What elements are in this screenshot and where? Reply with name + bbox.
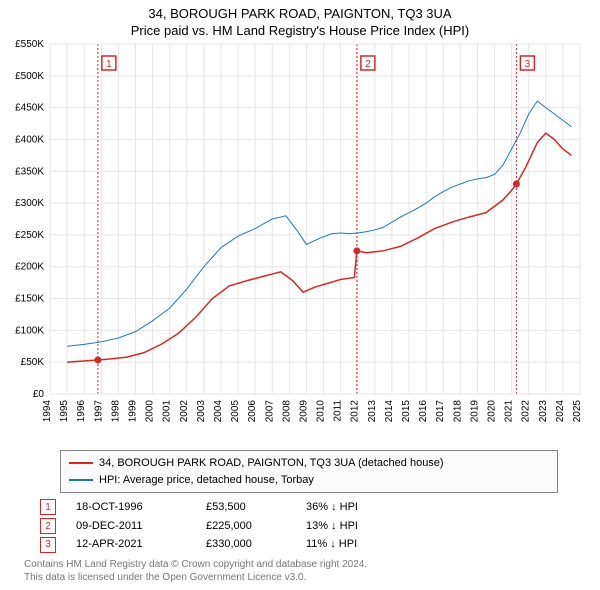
svg-text:2024: 2024 (555, 400, 566, 423)
svg-text:£250K: £250K (15, 230, 44, 241)
svg-text:2017: 2017 (435, 400, 446, 423)
svg-text:£100K: £100K (15, 325, 44, 336)
svg-text:2014: 2014 (384, 400, 395, 423)
svg-text:2001: 2001 (162, 400, 173, 423)
svg-text:1997: 1997 (93, 400, 104, 423)
svg-text:£200K: £200K (15, 262, 44, 273)
svg-text:2023: 2023 (538, 400, 549, 423)
svg-text:£50K: £50K (21, 357, 45, 368)
svg-text:£0: £0 (33, 389, 45, 400)
chart-container: 34, BOROUGH PARK ROAD, PAIGNTON, TQ3 3UA… (0, 0, 600, 590)
svg-text:1: 1 (106, 59, 112, 70)
svg-text:2004: 2004 (213, 400, 224, 423)
svg-text:£550K: £550K (15, 40, 44, 50)
svg-text:2016: 2016 (418, 400, 429, 423)
svg-text:2: 2 (365, 59, 371, 70)
event-row: 2 09-DEC-2011 £225,000 13% ↓ HPI (40, 517, 358, 536)
svg-text:1996: 1996 (76, 400, 87, 423)
svg-text:2019: 2019 (469, 400, 480, 423)
event-price: £330,000 (206, 535, 286, 554)
svg-text:2002: 2002 (179, 400, 190, 423)
legend-swatch (69, 479, 93, 481)
chart-svg: £0 £50K £100K £150K £200K £250K £300K £350K £400… (0, 40, 600, 440)
legend: 34, BOROUGH PARK ROAD, PAIGNTON, TQ3 3UA… (60, 450, 558, 493)
svg-text:£500K: £500K (15, 71, 44, 82)
svg-text:1994: 1994 (42, 400, 53, 423)
svg-text:2011: 2011 (333, 400, 344, 422)
event-delta: 36% ↓ HPI (306, 498, 358, 517)
svg-text:1999: 1999 (127, 400, 138, 423)
svg-text:2022: 2022 (521, 400, 532, 423)
svg-text:1998: 1998 (110, 400, 121, 423)
svg-text:£350K: £350K (15, 166, 44, 177)
svg-text:2010: 2010 (316, 400, 327, 423)
svg-text:2006: 2006 (247, 400, 258, 423)
svg-text:2013: 2013 (367, 400, 378, 423)
event-marker-icon: 2 (40, 518, 56, 534)
svg-text:£400K: £400K (15, 134, 44, 145)
event-price: £225,000 (206, 517, 286, 536)
event-date: 09-DEC-2011 (76, 517, 186, 536)
svg-text:2000: 2000 (145, 400, 156, 423)
event-date: 18-OCT-1996 (76, 498, 186, 517)
event-row: 3 12-APR-2021 £330,000 11% ↓ HPI (40, 535, 358, 554)
svg-text:£450K: £450K (15, 103, 44, 114)
legend-row: 34, BOROUGH PARK ROAD, PAIGNTON, TQ3 3UA… (69, 455, 549, 472)
sale-events: 1 18-OCT-1996 £53,500 36% ↓ HPI 2 09-DEC… (40, 498, 358, 554)
svg-text:£150K: £150K (15, 294, 44, 305)
svg-text:2020: 2020 (487, 400, 498, 423)
svg-text:2009: 2009 (298, 400, 309, 423)
event-delta: 13% ↓ HPI (306, 517, 358, 536)
svg-text:2015: 2015 (401, 400, 412, 423)
title-block: 34, BOROUGH PARK ROAD, PAIGNTON, TQ3 3UA… (0, 0, 600, 40)
svg-text:£300K: £300K (15, 198, 44, 209)
attribution: Contains HM Land Registry data © Crown c… (24, 558, 367, 584)
title-subtitle: Price paid vs. HM Land Registry's House … (0, 23, 600, 40)
event-row: 1 18-OCT-1996 £53,500 36% ↓ HPI (40, 498, 358, 517)
svg-text:2008: 2008 (281, 400, 292, 423)
svg-text:2025: 2025 (572, 400, 583, 423)
event-price: £53,500 (206, 498, 286, 517)
legend-swatch (69, 462, 93, 464)
svg-text:2012: 2012 (350, 400, 361, 423)
svg-text:2021: 2021 (504, 400, 515, 423)
legend-label: HPI: Average price, detached house, Torb… (99, 472, 314, 489)
event-marker-icon: 3 (40, 537, 56, 553)
chart-area: £0 £50K £100K £150K £200K £250K £300K £350K £400… (0, 40, 600, 440)
event-marker-icon: 1 (40, 499, 56, 515)
svg-text:2005: 2005 (230, 400, 241, 423)
event-delta: 11% ↓ HPI (306, 535, 357, 554)
svg-text:2007: 2007 (264, 400, 275, 423)
title-address: 34, BOROUGH PARK ROAD, PAIGNTON, TQ3 3UA (0, 6, 600, 23)
legend-label: 34, BOROUGH PARK ROAD, PAIGNTON, TQ3 3UA… (99, 455, 444, 472)
attribution-line: This data is licensed under the Open Gov… (24, 571, 367, 584)
svg-text:3: 3 (525, 59, 531, 70)
svg-text:1995: 1995 (59, 400, 70, 423)
event-date: 12-APR-2021 (76, 535, 186, 554)
svg-text:2018: 2018 (452, 400, 463, 423)
legend-row: HPI: Average price, detached house, Torb… (69, 472, 549, 489)
svg-text:2003: 2003 (196, 400, 207, 423)
attribution-line: Contains HM Land Registry data © Crown c… (24, 558, 367, 571)
